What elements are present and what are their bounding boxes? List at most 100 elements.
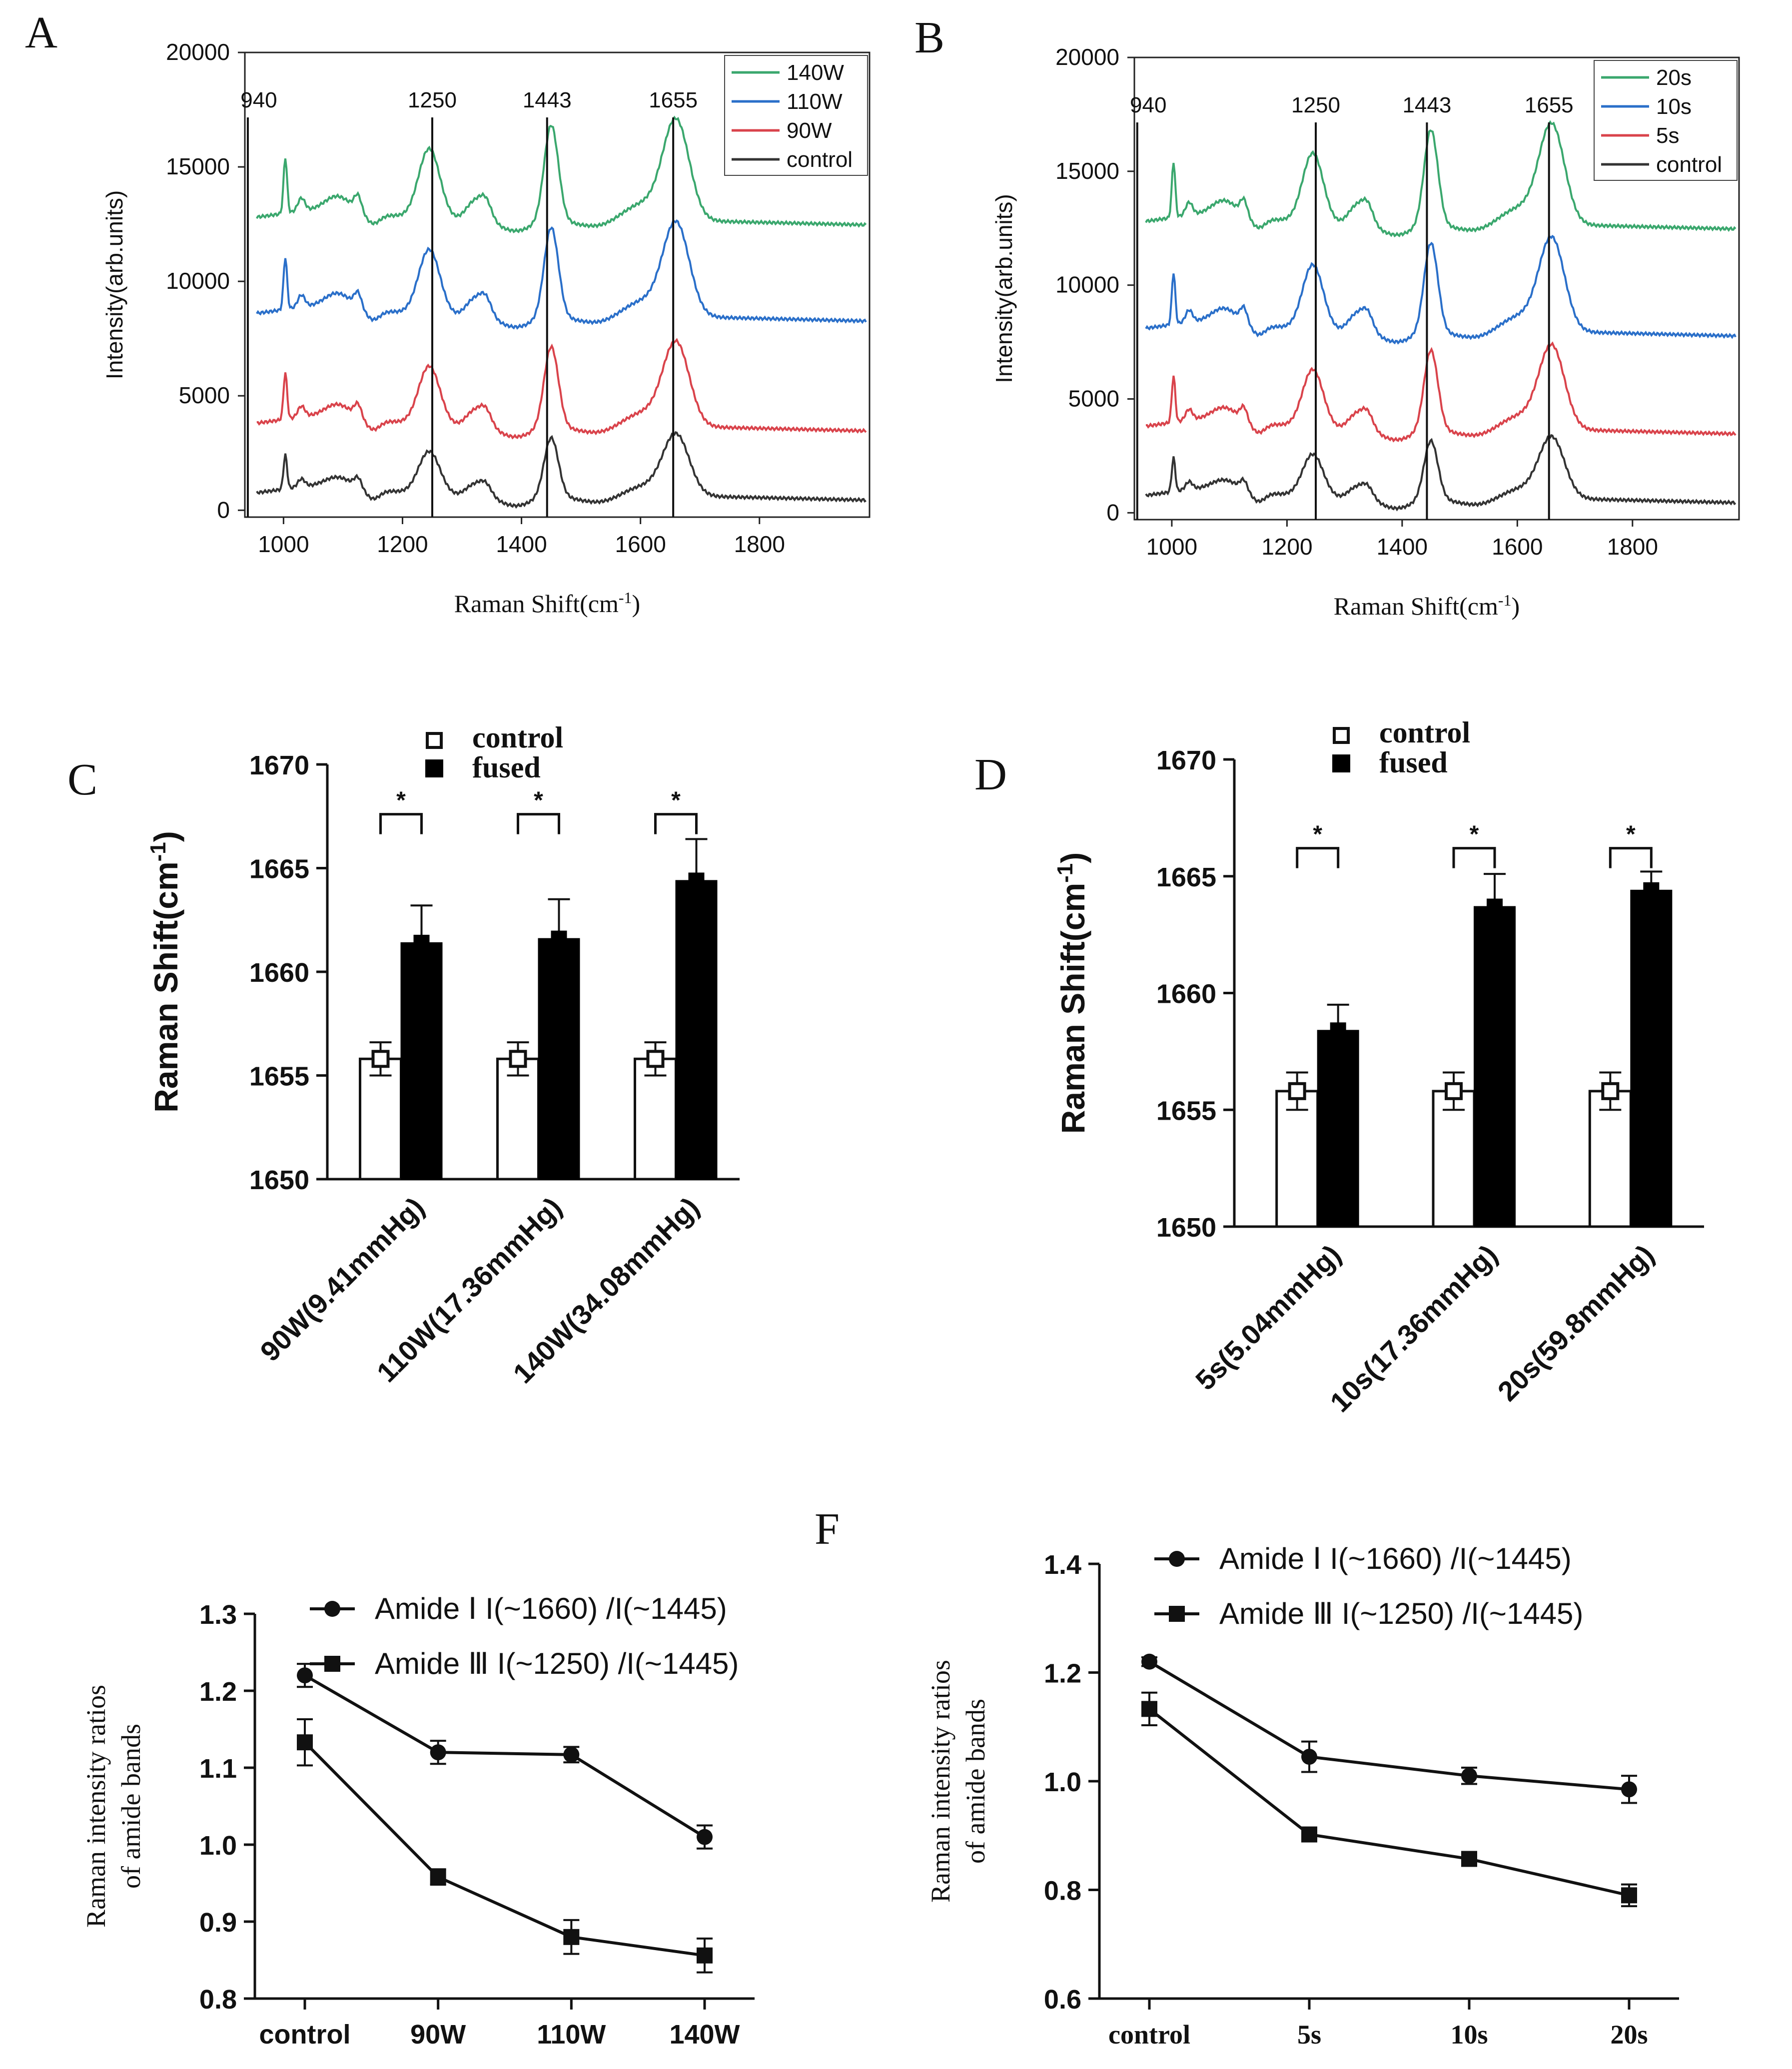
legend-swatch-control bbox=[1333, 727, 1350, 744]
ratio-series-line bbox=[304, 1674, 706, 1839]
legend-label: Amide Ⅲ I(~1250) /I(~1445) bbox=[1219, 1597, 1583, 1630]
y-axis-label-line2: of amide bands bbox=[116, 1724, 146, 1889]
y-tick-label: 0.9 bbox=[199, 1908, 237, 1938]
legend-label: 110W bbox=[787, 89, 843, 114]
marker-control bbox=[1445, 1082, 1463, 1100]
marker-fused bbox=[1643, 882, 1660, 898]
series-line-110W bbox=[256, 219, 867, 330]
category-label: 5s(5.04mmHg) bbox=[1189, 1239, 1347, 1396]
x-axis-label-main: Raman Shift(cm bbox=[1334, 592, 1498, 620]
series-line-5s bbox=[1145, 341, 1737, 443]
legend-label: control bbox=[472, 721, 563, 754]
y-tick-label: 1.2 bbox=[1044, 1659, 1081, 1689]
x-tick-label: 1800 bbox=[1607, 534, 1658, 560]
marker-circle bbox=[297, 1667, 313, 1684]
legend-marker-square bbox=[1169, 1606, 1185, 1622]
marker-square bbox=[697, 1947, 713, 1964]
significance-star: * bbox=[1313, 821, 1322, 848]
y-axis-label-end: ) bbox=[147, 831, 184, 842]
bar-control bbox=[1432, 1090, 1476, 1228]
y-tick-label: 1665 bbox=[249, 854, 309, 884]
x-axis-label-sup: -1 bbox=[619, 589, 632, 607]
y-axis-label-sup: -1 bbox=[1053, 863, 1077, 883]
ratio-series-line bbox=[1148, 1660, 1630, 1791]
panel-d: D 1650 1655 1660 1665 1670 Raman Shift(cm-1) * 5… bbox=[974, 716, 1704, 1418]
marker-circle bbox=[430, 1744, 446, 1761]
y-tick-label: 1.1 bbox=[199, 1754, 237, 1784]
legend-marker-circle bbox=[324, 1601, 340, 1617]
marker-fused bbox=[413, 934, 430, 951]
panel-b: B 0 5000 10000 15000 20000 1000 1200 1400 1600 180… bbox=[914, 13, 1740, 620]
x-tick-label: 1600 bbox=[615, 531, 666, 557]
x-tick-label: 1200 bbox=[377, 531, 428, 557]
series-line-90W bbox=[256, 338, 867, 440]
y-tick-label: 1670 bbox=[1156, 745, 1216, 775]
marker-control bbox=[1288, 1082, 1306, 1100]
y-tick-label: 0.8 bbox=[1044, 1876, 1081, 1906]
y-tick-label: 10000 bbox=[1055, 272, 1119, 298]
significance-star: * bbox=[396, 787, 406, 814]
panel-a: A 0 5000 10000 15000 20000 1000 1200 1400 1600 180… bbox=[25, 8, 871, 618]
legend-label: 10s bbox=[1656, 94, 1692, 119]
y-tick-label: 1665 bbox=[1156, 862, 1216, 892]
legend-box bbox=[1594, 60, 1738, 181]
marker-fused bbox=[688, 872, 705, 889]
peak-label: 940 bbox=[1130, 93, 1166, 117]
legend-label: Amide Ⅲ I(~1250) /I(~1445) bbox=[375, 1647, 739, 1680]
marker-square bbox=[430, 1869, 446, 1885]
bar-fused bbox=[400, 942, 443, 1180]
bar-fused bbox=[675, 880, 718, 1180]
y-tick-label: 15000 bbox=[1055, 158, 1119, 184]
significance-bracket bbox=[654, 813, 698, 834]
x-tick-label: 1000 bbox=[258, 531, 309, 557]
x-tick-label: 20s bbox=[1610, 2020, 1648, 2050]
significance-star: * bbox=[534, 787, 543, 814]
bar-fused bbox=[1474, 906, 1516, 1227]
category-label: 10s(17.36mmHg) bbox=[1324, 1239, 1503, 1418]
marker-circle bbox=[1621, 1781, 1637, 1798]
marker-circle bbox=[1301, 1749, 1317, 1765]
y-tick-label: 0 bbox=[1106, 499, 1119, 525]
marker-square bbox=[1141, 1701, 1157, 1717]
marker-square bbox=[297, 1734, 313, 1751]
y-axis-label-end: ) bbox=[1054, 852, 1091, 863]
marker-fused bbox=[551, 930, 567, 947]
x-axis-label: Raman Shift(cm-1) bbox=[454, 589, 640, 618]
peak-label: 1443 bbox=[1402, 93, 1451, 117]
significance-star: * bbox=[1626, 821, 1636, 848]
marker-circle bbox=[563, 1746, 580, 1763]
y-tick-label: 0 bbox=[217, 497, 230, 523]
y-tick-label: 1.0 bbox=[199, 1831, 237, 1861]
significance-bracket bbox=[1609, 847, 1653, 868]
x-axis-label-end: ) bbox=[1512, 592, 1520, 620]
y-axis-label-line2: of amide bands bbox=[960, 1699, 990, 1864]
x-tick-label: 140W bbox=[669, 2020, 740, 2050]
significance-bracket bbox=[379, 813, 423, 834]
y-axis-label-main: Raman Shift(cm bbox=[1054, 883, 1091, 1134]
peak-label: 1250 bbox=[408, 88, 457, 112]
legend-label: 90W bbox=[787, 118, 832, 143]
legend-box bbox=[724, 55, 868, 176]
marker-square bbox=[1461, 1851, 1477, 1867]
y-axis-label: Intensity(arb.units) bbox=[101, 190, 127, 379]
plot-frame bbox=[1133, 56, 1740, 521]
y-tick-label: 1650 bbox=[249, 1165, 309, 1195]
marker-fused bbox=[1330, 1022, 1346, 1039]
y-tick-label: 1.2 bbox=[199, 1677, 237, 1707]
bar-fused bbox=[1630, 889, 1673, 1228]
x-axis-label: Raman Shift(cm-1) bbox=[1334, 591, 1520, 620]
y-tick-label: 15000 bbox=[166, 153, 230, 179]
panel-label: F bbox=[815, 1504, 840, 1554]
legend-swatch-fused bbox=[1332, 754, 1350, 772]
x-axis-label-sup: -1 bbox=[1498, 591, 1512, 609]
marker-circle bbox=[1461, 1768, 1477, 1784]
x-tick-label: 1200 bbox=[1261, 534, 1312, 560]
x-tick-label: 110W bbox=[537, 2020, 606, 2050]
series-line-control bbox=[1145, 434, 1737, 512]
legend-swatch-fused bbox=[425, 759, 443, 777]
marker-fused bbox=[1487, 898, 1503, 915]
y-axis-label: Raman Shift(cm-1) bbox=[1053, 852, 1092, 1134]
marker-control bbox=[509, 1050, 527, 1068]
